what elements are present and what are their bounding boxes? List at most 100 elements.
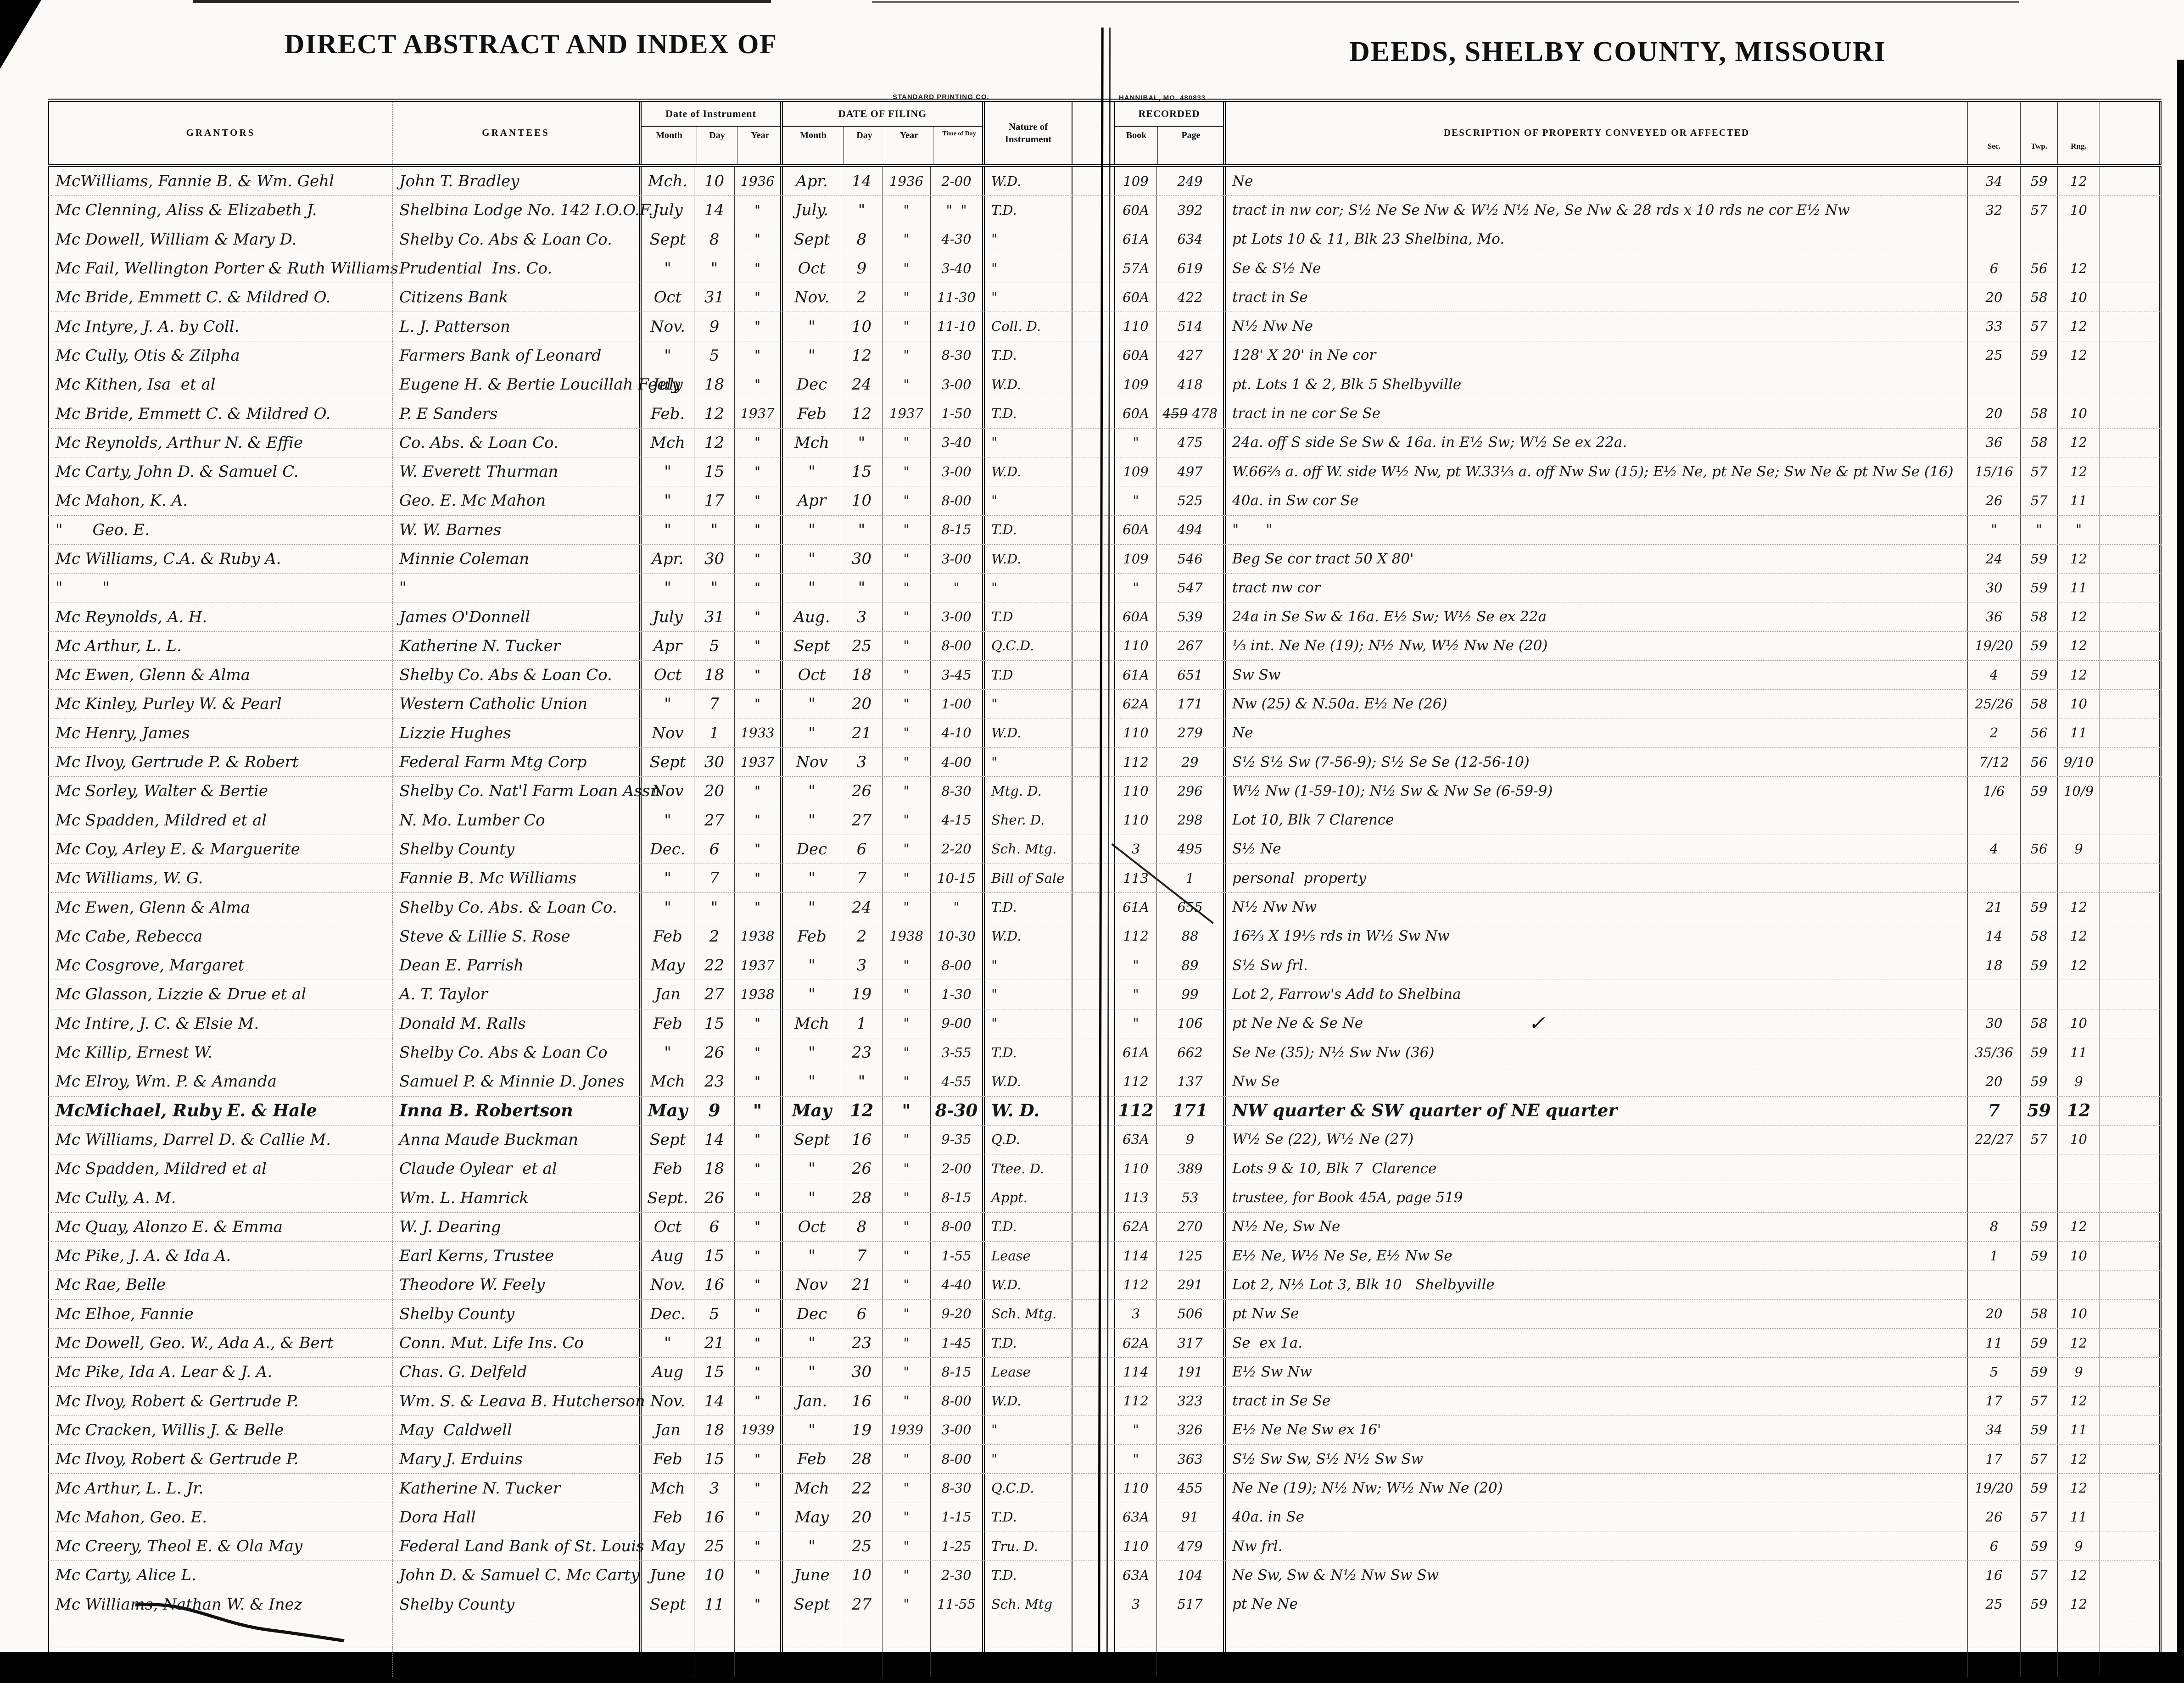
- cell-book: 61A: [1114, 661, 1156, 690]
- cell-sec: 26: [1967, 1503, 2020, 1532]
- cell-instrument-year: ": [734, 225, 780, 254]
- cell-instrument-day: 3: [694, 1474, 734, 1503]
- cell-book: 110: [1114, 777, 1156, 806]
- margin-column: [2100, 1154, 2162, 1183]
- cell-instrument-day: 5: [694, 1299, 734, 1328]
- cell-description: E½ Ne Ne Sw ex 16': [1223, 1416, 1967, 1445]
- cell-time-of-day: 2-30: [930, 1561, 982, 1590]
- cell-twp: 59: [2020, 631, 2057, 661]
- cell-filing-month: Sept: [780, 225, 841, 254]
- table-row: Mc Ilvoy, Gertrude P. & Robert Federal F…: [48, 747, 2162, 777]
- cell-instrument-month: ": [639, 1328, 694, 1358]
- cell-instrument-year: ": [734, 254, 780, 283]
- cell-filing-month: Mch: [780, 1009, 841, 1038]
- cell-instrument-year: ": [734, 777, 780, 806]
- cell-filing-day: 19: [841, 1416, 882, 1445]
- cell-grantees: Donald M. Ralls: [392, 1009, 639, 1038]
- cell-grantors: Mc Rae, Belle: [48, 1271, 392, 1299]
- margin-column: [2100, 1503, 2162, 1532]
- cell-filing-year: ": [882, 1067, 930, 1096]
- cell-filing-day: 18: [841, 661, 882, 690]
- cell-time-of-day: 3-45: [930, 661, 982, 690]
- cell-filing-month: ": [780, 1067, 841, 1096]
- cell-nature: Appt.: [982, 1183, 1072, 1212]
- cell-grantors: Mc Bride, Emmett C. & Mildred O.: [48, 399, 392, 428]
- cell-description: tract in Se Se: [1223, 1387, 1967, 1416]
- col-header-nature: Nature of Instrument: [982, 102, 1072, 164]
- cell-instrument-year: ": [734, 457, 780, 486]
- cell-instrument-day: 15: [694, 1009, 734, 1038]
- gutter: [1072, 1271, 1114, 1299]
- table-row: Mc Pike, Ida A. Lear & J. A. Chas. G. De…: [48, 1358, 2162, 1387]
- table-row: Mc Dowell, William & Mary D. Shelby Co. …: [48, 225, 2162, 254]
- cell-nature: T.D.: [982, 1561, 1072, 1590]
- cell-rng: 11: [2057, 574, 2100, 602]
- cell-instrument-year: ": [734, 1038, 780, 1067]
- table-row: Mc Elroy, Wm. P. & Amanda Samuel P. & Mi…: [48, 1067, 2162, 1097]
- gutter: [1072, 1038, 1114, 1067]
- cell-instrument-year: ": [734, 1328, 780, 1358]
- cell-instrument-year: ": [734, 1096, 780, 1125]
- cell-nature: W.D.: [982, 922, 1072, 951]
- cell-nature: W.D.: [982, 544, 1072, 574]
- cell-nature: W.D.: [982, 167, 1072, 196]
- cell-book: 112: [1114, 1387, 1156, 1416]
- cell-filing-day: 3: [841, 602, 882, 631]
- cell-nature: Sch. Mtg.: [982, 1299, 1072, 1328]
- cell-time-of-day: 8-00: [930, 1212, 982, 1241]
- cell-instrument-year: ": [734, 1387, 780, 1416]
- cell-nature: W.D.: [982, 370, 1072, 399]
- cell-twp: 56: [2020, 747, 2057, 777]
- cell-twp: 59: [2020, 661, 2057, 690]
- table-row: Mc Dowell, Geo. W., Ada A., & Bert Conn.…: [48, 1328, 2162, 1358]
- cell-rng: [2057, 370, 2100, 399]
- cell-book: 110: [1114, 312, 1156, 341]
- cell-sec: [1967, 1271, 2020, 1299]
- cell-filing-month: June: [780, 1561, 841, 1590]
- cell-nature: W.D.: [982, 1271, 1072, 1299]
- cell-page: 494: [1156, 515, 1223, 544]
- margin-column: [2100, 631, 2162, 661]
- cell-instrument-day: 15: [694, 1241, 734, 1271]
- cell-description: ⅓ int. Ne Ne (19); N½ Nw, W½ Nw Ne (20): [1223, 631, 1967, 661]
- margin-column: [2100, 1358, 2162, 1387]
- cell-grantors: Mc Kinley, Purley W. & Pearl: [48, 690, 392, 719]
- cell-instrument-day: 7: [694, 864, 734, 893]
- table-row: " " " " " " " " " " " " 547 tract nw cor…: [48, 574, 2162, 603]
- empty-row: [48, 1619, 2162, 1649]
- cell-book: 60A: [1114, 196, 1156, 225]
- cell-filing-month: May: [780, 1503, 841, 1532]
- cell-filing-year: ": [882, 1387, 930, 1416]
- gutter: [1072, 1300, 1114, 1328]
- cell-instrument-year: ": [734, 1154, 780, 1183]
- col-header-grantors: GRANTORS: [48, 102, 392, 164]
- margin-column: [2100, 951, 2162, 980]
- gutter: [1072, 1532, 1114, 1560]
- cell-sec: 1: [1967, 1241, 2020, 1271]
- cell-page: 106: [1156, 1009, 1223, 1038]
- cell-nature: W.D.: [982, 457, 1072, 486]
- cell-description: E½ Sw Nw: [1223, 1358, 1967, 1387]
- cell-filing-month: Dec: [780, 370, 841, 399]
- col-header-page: Page: [1157, 127, 1224, 164]
- cell-page: 104: [1156, 1561, 1223, 1590]
- cell-twp: 57: [2020, 1387, 2057, 1416]
- cell-grantees: W. J. Dearing: [392, 1212, 639, 1241]
- col-header-time-of-day: Time of Day: [933, 127, 985, 164]
- cell-filing-month: ": [780, 1328, 841, 1358]
- cell-instrument-day: 18: [694, 1154, 734, 1183]
- cell-page: 455: [1156, 1474, 1223, 1503]
- cell-filing-month: ": [780, 574, 841, 602]
- cell-filing-day: 27: [841, 806, 882, 835]
- cell-instrument-month: Mch.: [639, 167, 694, 196]
- cell-sec: ": [1967, 515, 2020, 544]
- gutter: [1072, 835, 1114, 864]
- gutter: [1072, 429, 1114, 457]
- cell-twp: 57: [2020, 457, 2057, 486]
- cell-instrument-month: Nov.: [639, 1271, 694, 1299]
- table-row: Mc Carty, John D. & Samuel C. W. Everett…: [48, 457, 2162, 487]
- cell-rng: 12: [2057, 457, 2100, 486]
- cell-rng: 11: [2057, 486, 2100, 515]
- cell-description: Nw (25) & N.50a. E½ Ne (26): [1223, 690, 1967, 719]
- cell-filing-month: Jan.: [780, 1387, 841, 1416]
